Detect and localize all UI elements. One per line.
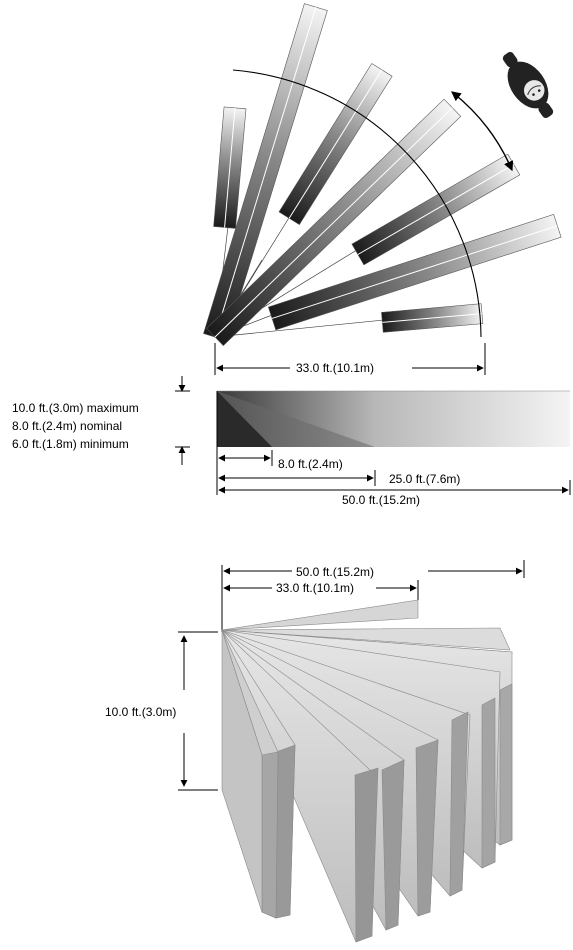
top-view: 33.0 ft.(10.1m) (203, 3, 562, 375)
perspective-view: 50.0 ft.(15.2m) 33.0 ft.(10.1m) 10.0 ft.… (105, 560, 525, 943)
sweep-arrow (451, 91, 514, 172)
side-view: 10.0 ft.(3.0m) maximum 8.0 ft.(2.4m) nom… (12, 376, 571, 507)
panel-top-2 (221, 627, 511, 651)
zone-near (217, 391, 272, 447)
coverage-arc (232, 69, 482, 338)
dist-3-label: 50.0 ft.(15.2m) (342, 493, 420, 507)
panel-front (221, 629, 263, 913)
dist-2-label: 25.0 ft.(7.6m) (389, 472, 460, 486)
persp-height-label: 10.0 ft.(3.0m) (105, 705, 176, 719)
panel-top-1 (221, 599, 419, 631)
beam-fan (203, 3, 562, 347)
height-indicator (175, 376, 190, 465)
curtain-panels (221, 599, 513, 943)
distance-dimensions (216, 447, 571, 495)
persp-range-label: 50.0 ft.(15.2m) (296, 565, 374, 579)
person-icon (502, 52, 554, 118)
height-max-label: 10.0 ft.(3.0m) maximum (12, 401, 139, 415)
top-width-label: 33.0 ft.(10.1m) (296, 361, 374, 375)
persp-width-label: 33.0 ft.(10.1m) (276, 581, 354, 595)
height-nom-label: 8.0 ft.(2.4m) nominal (12, 419, 122, 433)
top-width-dimension (214, 343, 486, 375)
perspective-dimensions (178, 560, 525, 791)
height-min-label: 6.0 ft.(1.8m) minimum (12, 437, 129, 451)
dist-1-label: 8.0 ft.(2.4m) (278, 457, 343, 471)
